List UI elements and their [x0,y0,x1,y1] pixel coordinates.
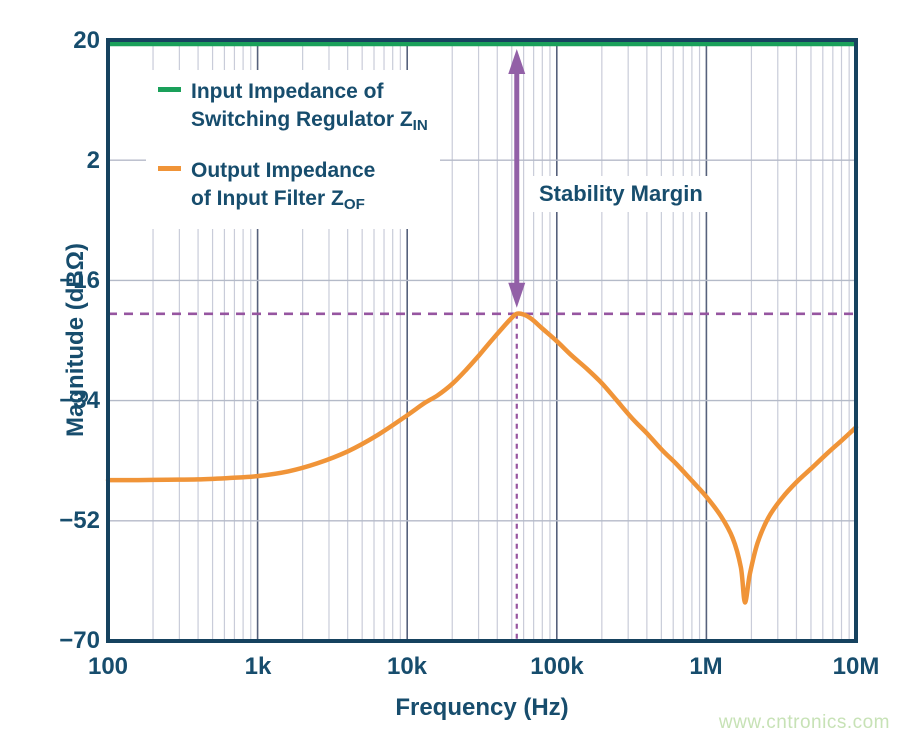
x-tick: 1M [689,653,723,680]
arrow-up-icon [508,49,526,75]
zof-curve [105,311,859,605]
zin-line-swatch-icon [158,87,181,92]
legend-zin-subscript: IN [412,116,428,134]
stability-margin-label: Stability Margin [527,176,715,212]
arrow-down-icon [508,282,526,308]
y-axis-title: Magnitude (dBΩ) [62,243,89,437]
legend-zin-label: Input Impedance of Switching Regulator Z… [191,78,428,140]
legend-zin-line1: Input Impedance of [191,80,384,103]
x-axis-title: Frequency (Hz) [395,694,569,721]
y-tick: −52 [59,507,100,534]
y-tick: −16 [59,267,100,294]
x-tick: 1k [244,653,272,680]
legend-zin-line2: Switching Regulator Z [191,108,413,131]
zof-line-swatch-icon [158,165,181,171]
legend-zof-line1: Output Impedance [191,158,376,182]
legend-item-zin: Input Impedance of Switching Regulator Z… [158,78,428,140]
legend-item-zof: Output Impedance of Input Filter ZOF [158,157,428,219]
x-tick: 100k [530,653,584,680]
plot-border [106,38,858,643]
legend-zof-line2: of Input Filter Z [191,186,344,210]
legend-zof-subscript: OF [343,195,365,213]
x-tick: 100 [87,653,129,680]
x-tick: 10k [386,653,428,680]
legend-zof-label: Output Impedance of Input Filter ZOF [191,157,375,219]
legend: Input Impedance of Switching Regulator Z… [146,70,440,229]
watermark: www.cntronics.com [718,712,890,733]
x-tick: 10M [832,653,880,680]
y-tick: −70 [59,627,100,654]
y-tick: 2 [86,147,100,174]
y-tick: −34 [59,387,100,414]
y-tick: 20 [73,27,100,54]
